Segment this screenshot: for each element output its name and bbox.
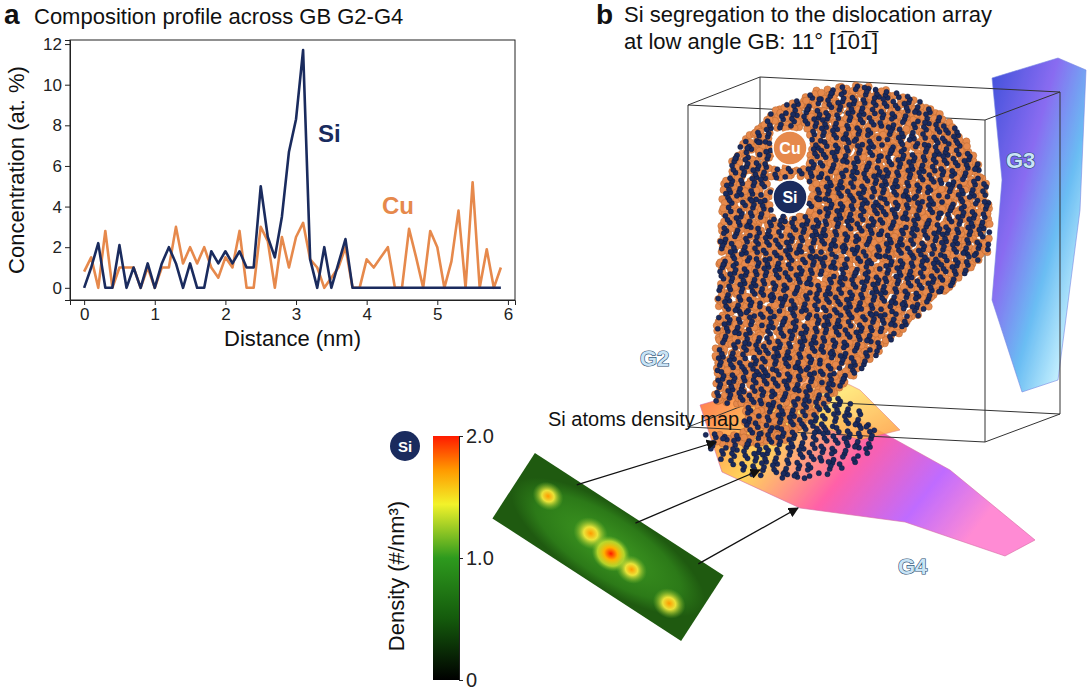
atoms — [703, 82, 993, 481]
x-axis-title: Distance (nm) — [224, 326, 361, 351]
tick-label: 1 — [151, 305, 160, 324]
tick: 4 — [362, 300, 371, 324]
y-axis: 0 2 4 6 8 10 12 — [43, 35, 70, 300]
box-edge — [985, 414, 1060, 442]
tick-label: 6 — [504, 305, 513, 324]
lines — [84, 50, 501, 288]
y-axis-title: Concentration (at. %) — [4, 66, 29, 274]
tick-label: 0 — [80, 305, 89, 324]
grain-boundary-surface — [992, 58, 1086, 392]
tick: 1 — [151, 300, 160, 324]
tick-label: 8 — [53, 116, 62, 135]
panel-a: aComposition profile across GB G2-G40123… — [4, 0, 516, 351]
tick-label: 5 — [433, 305, 442, 324]
tick: 6 — [504, 300, 513, 324]
x-axis: 0 1 2 3 4 5 6 — [71, 300, 516, 324]
tick-label: 10 — [43, 76, 62, 95]
series-labels: Si Cu — [318, 120, 414, 219]
tick-label: 3 — [292, 305, 301, 324]
tick-label: 12 — [43, 35, 62, 54]
tick: 0 — [53, 279, 70, 298]
tick: 5 — [433, 300, 442, 324]
box-edge — [688, 77, 760, 105]
tick-label: 0 — [53, 279, 62, 298]
tick-label: 4 — [362, 305, 371, 324]
panel-letter: a — [4, 0, 20, 30]
chart-title: Composition profile across GB G2-G4 — [34, 4, 403, 29]
tick: 8 — [53, 116, 70, 135]
series-line — [84, 182, 501, 288]
tick: 4 — [53, 198, 70, 217]
panel-b: b Si segregation to the dislocation array… — [384, 0, 1086, 691]
tick: 2 — [221, 300, 230, 324]
tick: 12 — [43, 35, 70, 54]
tick-label: 6 — [53, 157, 62, 176]
tick: 6 — [53, 157, 70, 176]
tick-label: 2 — [221, 305, 230, 324]
plot-frame — [70, 40, 515, 300]
cu-atom — [963, 143, 970, 150]
series-label: Si — [318, 120, 341, 147]
tick: 10 — [43, 76, 70, 95]
series-label: Cu — [382, 192, 414, 219]
panel-title: Si segregation to the dislocation array — [624, 2, 992, 27]
tick: 0 — [80, 300, 89, 324]
figure: aComposition profile across GB G2-G40123… — [0, 0, 1091, 697]
tick: 3 — [292, 300, 301, 324]
tick: 2 — [53, 238, 70, 257]
panel-letter: b — [596, 0, 613, 30]
panel-title: at low angle GB: 11° [1̅01̅] — [624, 29, 879, 54]
tick-label: 4 — [53, 198, 62, 217]
tick-label: 2 — [53, 238, 62, 257]
